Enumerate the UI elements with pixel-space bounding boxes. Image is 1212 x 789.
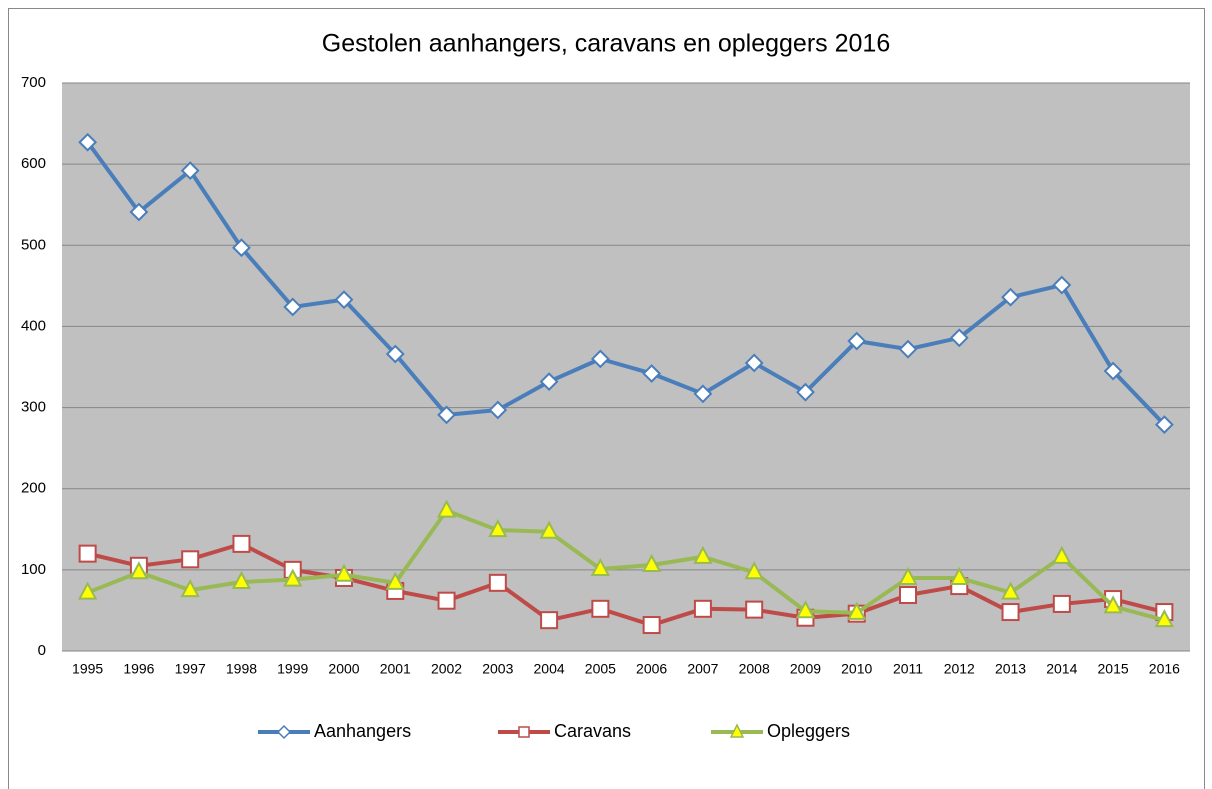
- data-point: [436, 499, 457, 518]
- data-point: [385, 344, 405, 364]
- data-point: [540, 611, 559, 630]
- x-tick-label: 2014: [1046, 661, 1077, 677]
- data-point: [488, 400, 508, 420]
- data-point: [1103, 595, 1123, 614]
- data-point: [590, 557, 611, 577]
- data-point: [590, 349, 610, 369]
- series-line: [86, 508, 1165, 623]
- data-point: [334, 563, 354, 582]
- data-point: [180, 161, 200, 181]
- x-tick-label: 2008: [739, 661, 770, 677]
- data-point: [232, 534, 251, 553]
- x-tick-label: 2003: [482, 661, 513, 677]
- legend-label: Aanhangers: [314, 721, 411, 741]
- data-point: [1052, 275, 1072, 295]
- y-tick-label: 300: [21, 399, 46, 416]
- y-tick-label: 100: [21, 561, 46, 578]
- data-point: [437, 405, 456, 425]
- y-tick-label: 600: [21, 155, 46, 172]
- x-tick-label: 2011: [893, 661, 923, 677]
- x-tick-label: 2006: [636, 661, 667, 677]
- chart-title: Gestolen aanhangers, caravans en oplegge…: [322, 30, 890, 58]
- data-point: [385, 571, 405, 590]
- x-tick-label: 2005: [585, 661, 616, 677]
- data-point: [847, 331, 867, 351]
- x-tick-label: 2007: [687, 661, 718, 677]
- data-point: [488, 518, 508, 538]
- data-point: [796, 382, 815, 402]
- x-tick-label: 1997: [175, 661, 206, 677]
- x-tick-label: 2001: [380, 661, 411, 677]
- data-point: [847, 601, 867, 620]
- data-point: [180, 579, 200, 598]
- data-point: [232, 238, 251, 258]
- x-tick-label: 2009: [790, 661, 821, 677]
- data-point: [899, 586, 917, 605]
- y-tick-label: 0: [38, 642, 46, 659]
- legend-marker: [729, 723, 745, 738]
- data-point: [693, 384, 713, 404]
- x-tick-label: 2015: [1098, 661, 1129, 677]
- data-point: [1052, 545, 1072, 564]
- data-point: [1001, 287, 1020, 307]
- data-point: [641, 553, 662, 572]
- data-point: [744, 353, 764, 373]
- data-point: [744, 561, 764, 580]
- data-point: [1052, 594, 1071, 613]
- data-point: [745, 600, 764, 619]
- data-point: [77, 581, 98, 600]
- data-point: [642, 616, 661, 635]
- x-tick-label: 2010: [841, 661, 872, 677]
- data-point: [78, 544, 97, 563]
- x-tick-label: 1995: [72, 661, 103, 677]
- data-point: [488, 573, 507, 592]
- x-tick-label: 1996: [123, 661, 154, 677]
- data-point: [283, 568, 303, 587]
- x-tick-label: 2004: [534, 661, 565, 677]
- data-point: [1154, 415, 1174, 435]
- data-point: [795, 600, 816, 619]
- x-tick-label: 2012: [944, 661, 975, 677]
- data-point: [181, 550, 200, 569]
- x-tick-label: 2013: [995, 661, 1026, 677]
- data-point: [334, 290, 354, 310]
- series-line: [87, 541, 1165, 628]
- x-tick-label: 1998: [226, 661, 257, 677]
- data-point: [129, 202, 149, 222]
- y-tick-label: 500: [21, 236, 46, 253]
- data-point: [437, 591, 456, 610]
- x-tick-label: 2002: [431, 661, 462, 677]
- y-tick-label: 700: [21, 74, 46, 91]
- legend-marker: [518, 726, 530, 738]
- data-point: [283, 297, 303, 317]
- y-tick-label: 200: [21, 480, 46, 497]
- data-point: [1000, 581, 1021, 600]
- data-point: [949, 328, 969, 348]
- x-tick-label: 2000: [328, 661, 359, 677]
- data-point: [539, 372, 559, 392]
- data-point: [693, 545, 713, 564]
- data-point: [642, 364, 662, 383]
- data-point: [231, 570, 252, 590]
- data-point: [898, 339, 918, 359]
- data-point: [949, 566, 969, 585]
- legend-label: Caravans: [554, 721, 631, 741]
- series-line: [86, 141, 1166, 426]
- x-tick-label: 1999: [277, 661, 308, 677]
- y-tick-label: 400: [21, 317, 46, 334]
- data-point: [539, 520, 559, 539]
- data-point: [1001, 603, 1020, 622]
- data-point: [129, 561, 149, 580]
- data-point: [1103, 361, 1123, 381]
- data-point: [898, 566, 918, 585]
- data-point: [591, 599, 610, 618]
- legend-marker: [276, 724, 292, 740]
- data-point: [1154, 609, 1175, 628]
- legend-label: Opleggers: [767, 721, 850, 741]
- x-tick-label: 2016: [1149, 661, 1180, 677]
- data-point: [693, 599, 712, 618]
- data-point: [78, 132, 98, 152]
